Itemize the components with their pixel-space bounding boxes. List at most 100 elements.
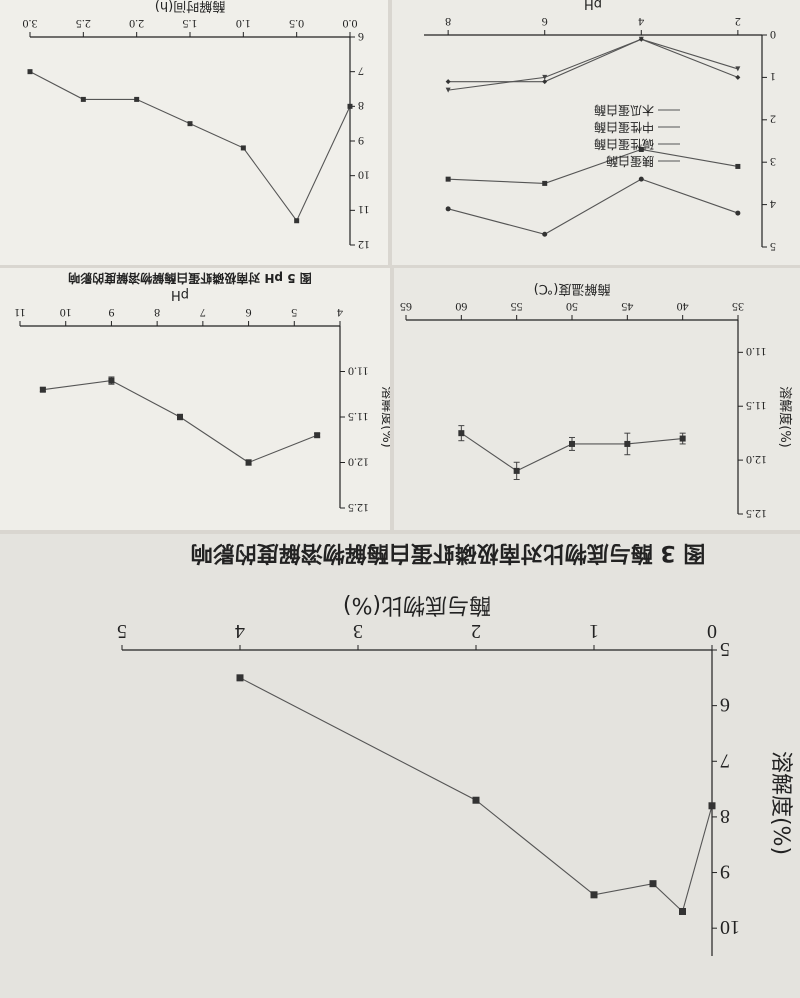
y-tick-label: 11.0 xyxy=(348,364,369,378)
data-point xyxy=(735,74,741,80)
data-point xyxy=(735,210,741,216)
x-axis-label: 酶解时间(h) xyxy=(155,0,225,14)
series-line xyxy=(448,178,739,235)
x-tick-label: 2 xyxy=(471,620,481,642)
data-point xyxy=(445,87,451,93)
x-tick-label: 4 xyxy=(638,15,644,29)
data-point xyxy=(679,435,686,442)
y-tick-label: 12.5 xyxy=(746,507,767,521)
data-point xyxy=(240,145,246,151)
x-tick-label: 0.5 xyxy=(289,17,304,31)
x-tick-label: 3.0 xyxy=(23,17,38,31)
x-tick-label: 7 xyxy=(200,306,206,320)
data-point xyxy=(187,121,193,127)
y-tick-label: 12.0 xyxy=(746,453,767,467)
ph-chart: 4 5 6 7 8 9 10 11 11.0 11.5 12.0 12.5 pH 溶解度(%) 图 5 pH… xyxy=(14,271,390,515)
x-tick-label: 0 xyxy=(707,620,717,642)
y-tick-label: 0 xyxy=(770,28,776,42)
x-tick-label: 50 xyxy=(566,300,578,314)
y-tick-label: 9 xyxy=(720,861,730,883)
x-tick-label: 65 xyxy=(400,300,412,314)
chart-rotated-group: 0 1 2 3 4 5 5 6 7 8 9 10 酶与底物比(%) 溶解度(%) 图 3 酶与底物比对南极磷… xyxy=(117,540,793,956)
data-point xyxy=(445,206,451,212)
x-axis-label: pH xyxy=(584,0,602,11)
data-point xyxy=(708,802,716,810)
series-line xyxy=(448,38,739,91)
y-tick-label: 4 xyxy=(770,197,776,211)
legend-entry: 木瓜蛋白酶 xyxy=(594,103,654,118)
series-line xyxy=(448,148,738,184)
y-tick-label: 6 xyxy=(358,30,364,44)
y-tick-label: 12 xyxy=(358,238,370,252)
x-tick-label: 11 xyxy=(14,306,26,320)
x-tick-label: 2.5 xyxy=(76,17,91,31)
data-point xyxy=(245,459,252,466)
x-axis-label: 酶与底物比(%) xyxy=(343,592,491,617)
data-point xyxy=(39,386,46,393)
chart-rotated-group: 0.00.51.01.52.02.53.06789101112酶解时间(h)溶解… xyxy=(23,0,371,252)
data-point xyxy=(638,176,644,182)
y-tick-label: 11 xyxy=(358,203,370,217)
y-tick-label: 1 xyxy=(770,70,776,84)
x-tick-label: 4 xyxy=(337,306,343,320)
x-axis-label: pH xyxy=(171,287,189,302)
series-line xyxy=(239,677,713,913)
x-tick-label: 55 xyxy=(511,300,523,314)
y-tick-label: 10 xyxy=(358,168,370,182)
data-point xyxy=(624,440,631,447)
x-tick-label: 3 xyxy=(353,620,363,642)
legend-entry: 碱性蛋白酶 xyxy=(594,137,654,152)
figure-caption: 图 3 酶与底物比对南极磷虾蛋白酶解物溶解度的影响 xyxy=(191,540,706,566)
x-tick-label: 1 xyxy=(589,620,599,642)
x-tick-label: 8 xyxy=(154,306,160,320)
x-tick-label: 5 xyxy=(291,306,297,320)
data-point xyxy=(472,796,480,804)
time-chart: 0.00.51.01.52.02.53.06789101112酶解时间(h)溶解… xyxy=(23,0,371,252)
data-point xyxy=(735,163,741,169)
data-point xyxy=(347,103,353,109)
data-point xyxy=(590,891,598,899)
x-axis-label: 酶解温度(℃) xyxy=(534,281,611,297)
data-point xyxy=(679,907,686,915)
data-point xyxy=(542,231,548,237)
data-point xyxy=(445,176,451,182)
x-tick-label: 45 xyxy=(621,300,633,314)
data-point xyxy=(294,218,300,224)
y-axis-label: 溶解度(%) xyxy=(777,386,793,448)
data-point xyxy=(27,69,33,75)
y-tick-label: 2 xyxy=(770,113,776,127)
series-line xyxy=(42,380,318,464)
x-tick-label: 60 xyxy=(455,300,467,314)
x-tick-label: 2.0 xyxy=(129,17,144,31)
data-point xyxy=(569,440,575,447)
series-line xyxy=(29,71,351,222)
temp-chart: 35 40 45 50 55 60 65 11.0 11.5 12.0 12.5 酶解温度(℃) 溶解度… xyxy=(400,281,793,521)
y-tick-label: 5 xyxy=(770,240,776,254)
legend-entry: 胰蛋白酶 xyxy=(606,154,654,169)
x-tick-label: 6 xyxy=(246,306,252,320)
y-tick-label: 6 xyxy=(720,694,730,716)
y-tick-label: 12.5 xyxy=(348,501,369,515)
data-point xyxy=(177,414,183,420)
data-point xyxy=(542,74,548,80)
panel-ph-chart: 4 5 6 7 8 9 10 11 11.0 11.5 12.0 12.5 pH 溶解度(%) 图 5 pH… xyxy=(0,268,390,530)
data-point xyxy=(735,66,741,72)
y-tick-label: 9 xyxy=(358,134,364,148)
y-axis-label: 溶解度(%) xyxy=(379,386,390,448)
x-tick-label: 40 xyxy=(677,300,689,314)
legend-entry: 中性蛋白酶 xyxy=(594,120,654,135)
x-tick-label: 6 xyxy=(542,15,548,29)
data-point xyxy=(542,79,548,85)
x-tick-label: 2 xyxy=(735,15,741,29)
data-point xyxy=(638,146,644,152)
data-point xyxy=(80,96,86,102)
panel-time-chart: 0.00.51.01.52.02.53.06789101112酶解时间(h)溶解… xyxy=(0,0,388,265)
figure-caption: 图 5 pH 对南极磷虾蛋白酶解物溶解度的影响 xyxy=(68,271,312,286)
y-tick-label: 11.5 xyxy=(348,410,369,424)
data-point xyxy=(108,377,115,384)
data-point xyxy=(314,432,321,439)
data-point xyxy=(445,79,451,85)
y-tick-label: 10 xyxy=(720,916,740,938)
